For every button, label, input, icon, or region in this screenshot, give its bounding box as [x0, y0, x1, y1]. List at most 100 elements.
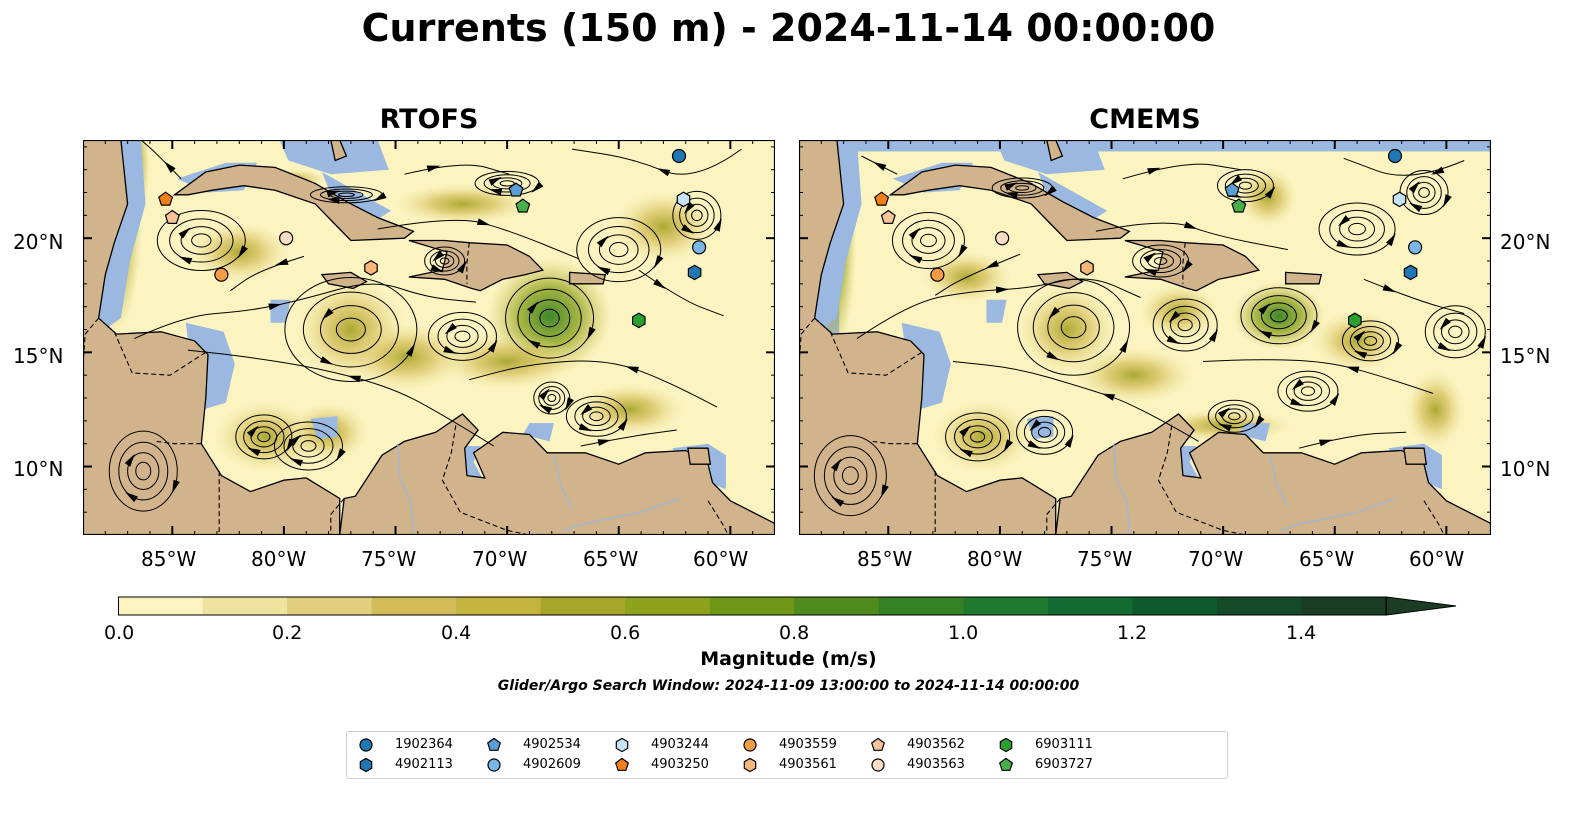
streamline-arrow: [1386, 233, 1396, 247]
eddy-streamline: [685, 203, 709, 227]
eddy-streamline: [1023, 415, 1066, 449]
lat-label-15n-right: 15°N: [1500, 344, 1551, 368]
streamline-arrow: [1183, 221, 1198, 230]
legend-marker-pentagon: [486, 738, 502, 751]
lon-label-70w-right: 70°W: [1188, 547, 1244, 571]
legend-marker-circle: [359, 738, 373, 752]
eddy-streamline: [1277, 370, 1339, 412]
speed-anomaly: [392, 183, 533, 224]
eddy-streamline: [589, 411, 604, 422]
eddy-streamline: [1329, 209, 1385, 249]
lon-label-60w-right: 60°W: [1409, 547, 1465, 571]
eddy-streamline: [135, 461, 152, 481]
streamline-arrow: [909, 255, 923, 264]
lat-label-10n-left: 10°N: [13, 457, 64, 481]
streamline-arrow: [319, 356, 334, 365]
streamline: [1122, 163, 1242, 180]
eddy-streamline: [517, 288, 582, 348]
eddy-streamline: [1348, 222, 1366, 236]
eddy-streamline: [813, 435, 887, 517]
streamline-arrow: [1353, 330, 1366, 342]
land-puertoRico: [568, 271, 607, 285]
speed-anomaly: [214, 400, 319, 473]
float-marker-4902113: [1403, 264, 1418, 281]
legend-marker-pentagon: [998, 758, 1014, 771]
eddy-streamline: [565, 395, 627, 437]
streamline-arrow: [656, 168, 671, 177]
lon-label-85w-right: 85°W: [857, 547, 913, 571]
speed-anomaly: [1232, 281, 1325, 350]
streamline-arrow: [246, 425, 259, 438]
streamline-arrow: [1291, 379, 1304, 391]
streamline-arrow: [1431, 166, 1445, 175]
legend-marker-circle: [871, 758, 885, 772]
river: [1278, 497, 1396, 531]
speed-anomaly: [437, 333, 578, 390]
eddy-streamline: [434, 254, 455, 268]
country-border: [441, 425, 530, 535]
streamline-arrow: [347, 375, 361, 383]
streamline-arrow: [1392, 341, 1403, 355]
eddy-streamline: [427, 311, 497, 361]
colorbar-tick-6: 1.2: [1117, 622, 1148, 644]
colorbar-segment: [287, 597, 373, 615]
map-frame: [83, 140, 775, 535]
eddy-streamline: [547, 393, 557, 403]
legend-marker-shape: [614, 758, 630, 771]
streamline-arrow: [1439, 317, 1451, 330]
eddy-streamline: [609, 242, 629, 258]
legend-marker-circle: [743, 738, 757, 752]
panel-title-cmems: CMEMS: [1089, 104, 1201, 135]
shallow-shelf: [522, 423, 554, 442]
streamline: [469, 360, 718, 408]
float-marker-4903244: [676, 191, 691, 208]
streamline-arrow: [617, 418, 628, 431]
float-marker-1902364: [1387, 148, 1403, 164]
eddy-streamline: [528, 299, 571, 337]
eddy-streamline: [1152, 298, 1218, 352]
eddy-streamline: [1318, 202, 1396, 256]
float-marker-4903244: [1392, 191, 1407, 208]
eddy-streamline: [1016, 409, 1074, 455]
streamline-arrow: [625, 366, 639, 374]
map-panel-rtofs: [83, 140, 775, 535]
streamline-arrow: [430, 264, 444, 273]
eddy-streamline: [1215, 404, 1254, 429]
float-marker-4902609: [1408, 240, 1423, 255]
streamline-arrow: [831, 496, 845, 507]
eddy-streamline: [1363, 336, 1378, 346]
lat-label-20n-right: 20°N: [1500, 230, 1551, 254]
float-marker-4903561: [1080, 260, 1094, 276]
streamline-arrow: [1182, 260, 1193, 273]
land-trinidad: [1403, 447, 1428, 465]
streamline: [1363, 278, 1465, 314]
eddy-streamline: [576, 217, 662, 283]
land-centralAmerica: [83, 140, 341, 535]
legend-label: 1902364: [395, 737, 453, 752]
streamline-arrow: [125, 492, 138, 503]
colorbar-tick-3: 0.6: [610, 622, 641, 644]
eddy-streamline: [1031, 421, 1058, 443]
shallow-shelf: [1180, 446, 1201, 483]
land-southAmerica: [339, 413, 775, 535]
eddy-streamline: [1424, 305, 1486, 359]
streamline-arrow: [405, 343, 415, 357]
streamline-arrow: [959, 425, 971, 437]
streamline-arrow: [1290, 398, 1304, 407]
streamline: [934, 253, 1021, 296]
eddy-streamline: [833, 456, 868, 495]
streamline-arrow: [1437, 342, 1451, 352]
legend-label: 4903561: [779, 757, 837, 772]
eddy-streamline: [672, 190, 722, 240]
colorbar-tick-1: 0.2: [272, 622, 303, 644]
land-bahamas: [1046, 140, 1064, 162]
legend-label: 4902534: [523, 737, 581, 752]
float-marker-6903727: [1231, 198, 1247, 213]
streamline-arrow: [1229, 174, 1243, 186]
eddy-streamline: [320, 305, 382, 354]
float-marker-4903559: [214, 267, 229, 282]
float-marker-4903563: [279, 231, 294, 246]
streamline-arrow: [1046, 351, 1060, 361]
eddy-streamline: [598, 234, 639, 265]
eddy-streamline: [108, 430, 178, 512]
